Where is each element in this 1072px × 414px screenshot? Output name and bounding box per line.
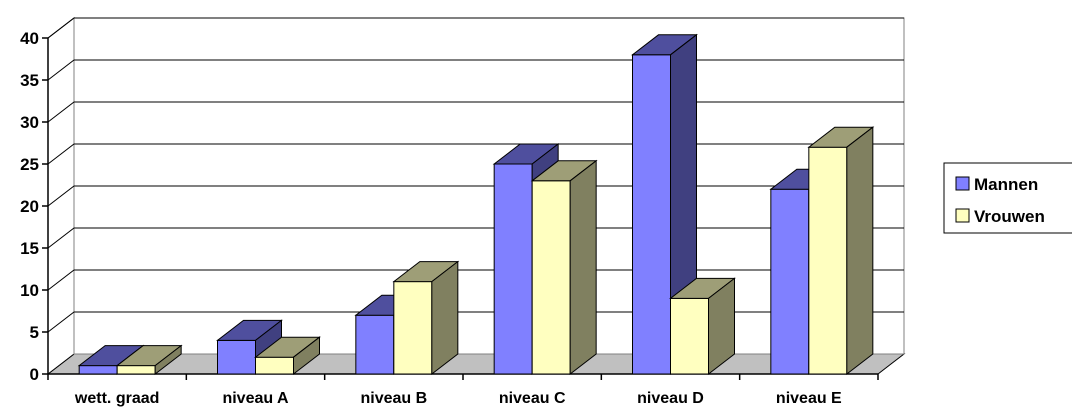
y-tick-label: 15 bbox=[20, 239, 39, 258]
bar-vrouwen-niveau-b bbox=[392, 260, 460, 376]
bar-side bbox=[154, 344, 182, 376]
bar-vrouwen-niveau-a bbox=[254, 336, 321, 376]
gridlines bbox=[47, 17, 904, 333]
bar-front bbox=[116, 365, 156, 375]
y-tick-label: 30 bbox=[20, 113, 39, 132]
gridline bbox=[47, 17, 904, 39]
gridline bbox=[47, 269, 904, 291]
y-tick-label: 10 bbox=[20, 281, 39, 300]
bar-vrouwen-niveau-e bbox=[807, 126, 875, 376]
bar-side bbox=[846, 126, 874, 376]
bar-side bbox=[708, 277, 735, 376]
gridline bbox=[47, 311, 904, 333]
x-axis-labels: wett. graad niveau A niveau B niveau C nivea… bbox=[74, 390, 842, 407]
gridline bbox=[47, 101, 904, 123]
bar-vrouwen-niveau-c bbox=[530, 159, 598, 376]
bar-front bbox=[493, 163, 533, 375]
bars bbox=[77, 33, 875, 376]
x-label-niveau-c: niveau C bbox=[499, 390, 566, 407]
y-tick-label: 25 bbox=[20, 155, 39, 174]
bar-front bbox=[670, 297, 709, 375]
bar-front bbox=[393, 281, 433, 375]
x-label-niveau-e: niveau E bbox=[776, 390, 842, 407]
bar-vrouwen-niveau-d bbox=[669, 277, 736, 376]
gridline bbox=[47, 227, 904, 249]
bar-side bbox=[431, 260, 459, 376]
bar-side bbox=[569, 159, 597, 376]
x-label-wett-graad: wett. graad bbox=[74, 390, 159, 407]
bar-vrouwen-wett-graad bbox=[115, 344, 183, 376]
bar-front bbox=[255, 356, 294, 375]
bar-front bbox=[78, 365, 118, 375]
bar-front bbox=[770, 188, 810, 375]
bar-side bbox=[293, 336, 320, 376]
y-tick-label: 5 bbox=[30, 323, 39, 342]
y-tick-label: 40 bbox=[20, 29, 39, 48]
x-label-niveau-b: niveau B bbox=[360, 390, 427, 407]
legend-box bbox=[943, 162, 1072, 234]
gridline bbox=[47, 185, 904, 207]
x-label-niveau-a: niveau A bbox=[222, 390, 289, 407]
y-tick-label: 20 bbox=[20, 197, 39, 216]
y-tick-label: 35 bbox=[20, 71, 39, 90]
bar-front bbox=[808, 146, 848, 375]
x-label-niveau-d: niveau D bbox=[637, 390, 704, 407]
gridline bbox=[47, 59, 904, 81]
y-tick-label: 0 bbox=[30, 365, 39, 384]
bar-front bbox=[355, 314, 395, 375]
legend-swatch-mannen bbox=[955, 176, 970, 191]
bar-front bbox=[531, 180, 571, 375]
bar-front bbox=[217, 339, 256, 375]
legend-label-mannen: Mannen bbox=[974, 175, 1038, 194]
y-axis-ticks: 0 5 10 15 20 25 30 35 40 bbox=[20, 29, 48, 384]
legend-label-vrouwen: Vrouwen bbox=[974, 207, 1045, 226]
gridline bbox=[47, 143, 904, 165]
legend-swatch-vrouwen bbox=[955, 208, 970, 223]
bar-front bbox=[632, 54, 671, 375]
legend: Mannen Vrouwen bbox=[943, 162, 1072, 234]
